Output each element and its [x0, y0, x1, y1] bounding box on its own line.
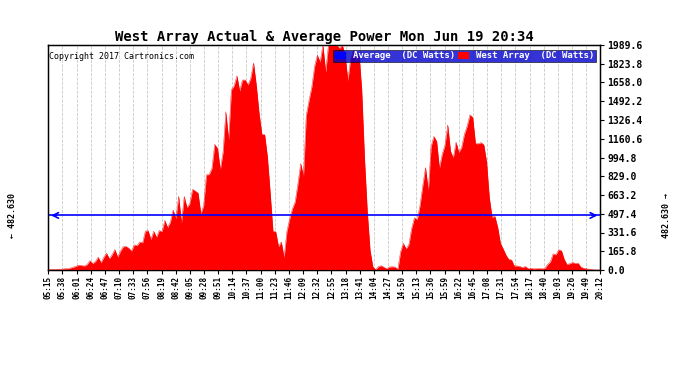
Text: Copyright 2017 Cartronics.com: Copyright 2017 Cartronics.com [50, 52, 195, 61]
Legend: Average  (DC Watts), West Array  (DC Watts): Average (DC Watts), West Array (DC Watts… [333, 50, 595, 62]
Text: ← 482.630: ← 482.630 [8, 193, 17, 238]
Title: West Array Actual & Average Power Mon Jun 19 20:34: West Array Actual & Average Power Mon Ju… [115, 30, 533, 44]
Text: 482.630 →: 482.630 → [662, 193, 671, 238]
